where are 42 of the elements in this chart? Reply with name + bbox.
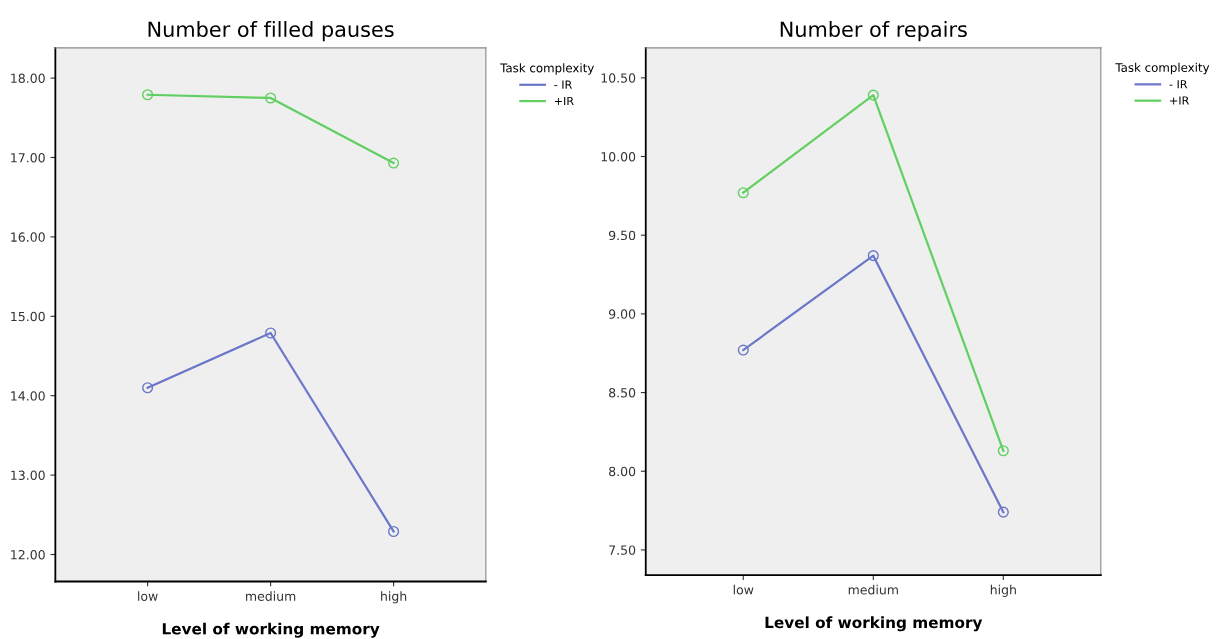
point [265,92,277,104]
chart-title: Number of filled pauses [148,20,394,42]
x-tick-label: medium [246,591,296,601]
y-tick-label: 10.00 [601,151,636,162]
x-axis-title: Level of working memory [162,622,380,638]
y-tick-label: 8.50 [609,388,636,398]
y-tick-label: 13.00 [11,470,45,481]
point [388,157,400,169]
point [142,89,154,101]
point [867,250,879,262]
point [997,506,1009,518]
point [737,187,749,199]
y-tick-label: 17.00 [11,152,45,163]
y-tick-label: 16.00 [11,232,45,242]
x-tick-label: medium [848,584,898,595]
point [388,525,400,538]
x-tick-label: high [381,591,407,604]
y-tick-label: 12.00 [11,549,45,560]
legend-label: +IR [554,96,574,105]
x-tick-label: low [138,591,158,601]
point [142,382,154,394]
legend-label: +IR [1170,96,1189,105]
legend-label: - IR [1169,80,1188,89]
x-tick-label: high [990,584,1016,597]
y-tick-label: 10.50 [601,73,636,83]
y-tick-label: 7.50 [609,545,636,555]
y-tick-label: 9.50 [608,230,636,241]
x-tick-label: low [733,584,754,595]
y-tick-label: 9.00 [608,309,636,319]
point [737,344,749,356]
y-tick-label: 15.00 [11,311,45,322]
y-tick-label: 14.00 [11,391,45,401]
legend-title: Task complexity [1115,62,1210,75]
x-axis-title: Level of working memory [765,616,983,632]
y-tick-label: 8.00 [609,466,636,477]
point [867,89,879,101]
legend-title: Task complexity [500,63,594,75]
legend-label: - IR [554,80,572,89]
chart-title: Number of repairs [780,20,967,42]
point [265,327,277,339]
point [997,445,1009,457]
y-tick-label: 18.00 [11,73,45,84]
